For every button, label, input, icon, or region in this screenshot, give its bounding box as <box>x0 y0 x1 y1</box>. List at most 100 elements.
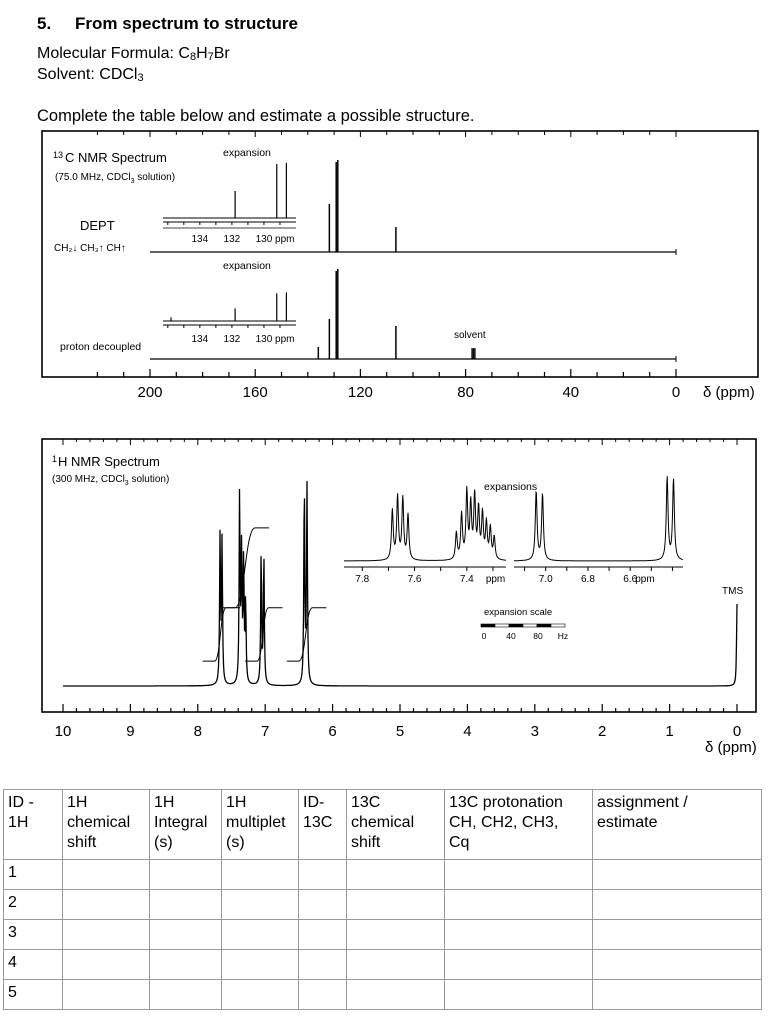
h1-integral-curve <box>245 607 283 662</box>
answer-cell[interactable] <box>444 979 593 1010</box>
h1-tick-label: 7 <box>261 723 269 740</box>
c13-expansion-label-bottom: expansion <box>223 260 271 272</box>
h1-tick-label: 1 <box>665 723 673 740</box>
header-text-line: 1H <box>8 814 29 831</box>
header-text-line: chemical <box>67 814 131 831</box>
answer-cell[interactable] <box>62 979 150 1010</box>
answer-cell[interactable] <box>149 919 222 950</box>
h1-inset-tick-label: 6.6 <box>623 574 637 585</box>
answer-cell[interactable] <box>62 949 150 980</box>
answer-cell[interactable] <box>62 889 150 920</box>
h1-x-axis: 10 9 8 7 6 5 4 3 2 1 0 <box>55 439 741 740</box>
answer-cell[interactable] <box>298 979 347 1010</box>
table-header-cell: 1H chemical shift <box>62 789 150 860</box>
c13-subtitle: (75.0 MHz, CDCl3 solution) <box>55 172 175 185</box>
h1-inset-tick-label: 7.6 <box>408 574 422 585</box>
header-text-line: 13C <box>303 814 333 831</box>
question-number: 5. <box>37 14 52 33</box>
scale-bar-segment <box>480 623 496 628</box>
header-text-line: ID- <box>303 794 325 811</box>
answer-cell[interactable] <box>298 889 347 920</box>
answer-cell[interactable] <box>592 979 762 1010</box>
answer-cell[interactable] <box>444 919 593 950</box>
scale-bar-label: 40 <box>506 631 516 641</box>
answer-cell[interactable] <box>149 979 222 1010</box>
row-id-cell: 5 <box>3 979 63 1010</box>
h1-nmr-spectrum: 10 9 8 7 6 5 4 3 2 1 0 1H NMR Spectrum (300 MHz, C… <box>41 438 757 756</box>
scale-bar-segment <box>494 623 510 628</box>
c13-tick-label: 120 <box>348 384 373 401</box>
answer-cell[interactable] <box>346 889 445 920</box>
c13-tick-label: 200 <box>137 384 162 401</box>
answer-cell[interactable] <box>221 919 299 950</box>
answer-cell[interactable] <box>221 949 299 980</box>
inset-tick-label: 134 <box>192 234 209 245</box>
answer-cell[interactable] <box>346 949 445 980</box>
table-row: 5 <box>3 979 762 1010</box>
c13-tick-label: 160 <box>243 384 268 401</box>
h1-tick-label: 0 <box>733 723 741 740</box>
answer-cell[interactable] <box>592 889 762 920</box>
answer-cell[interactable] <box>221 979 299 1010</box>
scale-bar-label: Hz <box>558 631 568 641</box>
molecular-formula: Molecular Formula: C8H7Br <box>37 45 230 63</box>
proton-decoupled-label: proton decoupled <box>60 341 141 353</box>
answer-cell[interactable] <box>444 889 593 920</box>
header-text-line: 1H <box>154 794 175 811</box>
answer-cell[interactable] <box>62 919 150 950</box>
answer-cell[interactable] <box>346 919 445 950</box>
answer-table: ID - 1H 1H chemical shift 1H Integral (s) 1H mult… <box>3 789 762 1010</box>
h1-tick-label: 10 <box>55 723 72 740</box>
table-row: 4 <box>3 949 762 980</box>
header-text-line: 13C <box>351 794 381 811</box>
c13-expansion-label-top: expansion <box>223 147 271 159</box>
h1-expansions-label: expansions <box>484 481 537 493</box>
answer-cell[interactable] <box>592 919 762 950</box>
c13-axis-unit: δ (ppm) <box>703 384 755 401</box>
answer-cell[interactable] <box>298 859 347 890</box>
row-id-cell: 4 <box>3 949 63 980</box>
answer-cell[interactable] <box>149 889 222 920</box>
c13-tick-label: 40 <box>562 384 579 401</box>
h1-inset-unit: ppm <box>635 574 654 585</box>
h1-integral-curve <box>222 527 270 609</box>
h1-title: 1H NMR Spectrum <box>52 454 160 469</box>
answer-cell[interactable] <box>444 949 593 980</box>
table-header-cell: 1H multiplet (s) <box>221 789 299 860</box>
h1-tick-label: 5 <box>396 723 404 740</box>
header-text-line: 13C protonation <box>449 794 563 811</box>
molecular-formula-label: Molecular Formula: <box>37 45 179 62</box>
header-text-line: (s) <box>154 834 173 851</box>
inset-tick-label: 130 <box>256 334 273 345</box>
instruction-text: Complete the table below and estimate a … <box>37 107 475 125</box>
answer-cell[interactable] <box>149 949 222 980</box>
c13-nmr-spectrum: 200 160 120 80 40 0 13 C NMR Spectrum (75.0 MH… <box>41 130 759 401</box>
answer-cell[interactable] <box>592 949 762 980</box>
answer-cell[interactable] <box>298 949 347 980</box>
h1-inset-tick-label: 7.0 <box>539 574 553 585</box>
c13-traces <box>150 160 677 362</box>
answer-cell[interactable] <box>592 859 762 890</box>
scale-bar-segment <box>536 623 552 628</box>
scale-bar-label: 80 <box>533 631 543 641</box>
answer-cell[interactable] <box>62 859 150 890</box>
h1-inset-trace-right <box>514 476 683 562</box>
row-id-cell: 2 <box>3 889 63 920</box>
answer-cell[interactable] <box>221 889 299 920</box>
formula-text: CDCl <box>99 66 138 83</box>
header-text-line: ID - <box>8 794 34 811</box>
answer-cell[interactable] <box>444 859 593 890</box>
table-header-cell: 1H Integral (s) <box>149 789 222 860</box>
answer-cell[interactable] <box>221 859 299 890</box>
h1-integral-curve <box>286 607 327 662</box>
header-text-line: (s) <box>226 834 245 851</box>
answer-cell[interactable] <box>346 979 445 1010</box>
h1-inset-tick-label: 7.8 <box>355 574 369 585</box>
h1-tick-label: 6 <box>328 723 336 740</box>
answer-cell[interactable] <box>298 919 347 950</box>
answer-cell[interactable] <box>346 859 445 890</box>
answer-cell[interactable] <box>149 859 222 890</box>
c13-frame <box>41 130 759 378</box>
